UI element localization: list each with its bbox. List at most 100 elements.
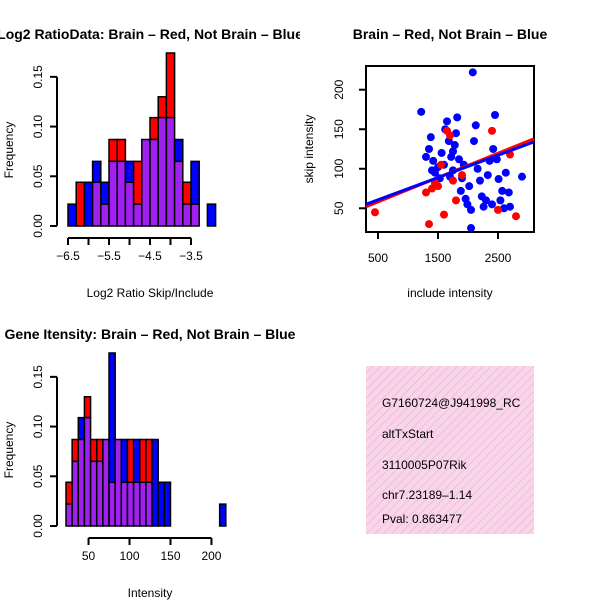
- scatter-point-not-brain: [468, 68, 477, 77]
- intensity-histogram-bar-not-brain: [218, 503, 227, 527]
- scatter-x-tick-label: 2500: [485, 251, 512, 265]
- scatter-point-not-brain: [476, 176, 484, 185]
- intensity-histogram-bar-not-brain: [157, 481, 166, 527]
- scatter-point-brain: [449, 176, 457, 185]
- scatter-point-not-brain: [471, 121, 480, 130]
- scatter-y-tick-label: 150: [332, 119, 346, 139]
- scatter-point-not-brain: [470, 137, 478, 146]
- scatter-plot-xlabel: include intensity: [407, 286, 492, 300]
- intensity-histogram-bars: [65, 352, 227, 527]
- ratio-histogram-title: Log2 RatioData: Brain – Red, Not Brain –…: [0, 26, 303, 42]
- intensity-histogram-bar-brain: [65, 481, 73, 505]
- scatter-point-brain: [458, 171, 466, 180]
- intensity-histogram-title: Gene Itensity: Brain – Red, Not Brain – …: [5, 326, 296, 342]
- ratio-histogram-bar-overlap: [91, 181, 102, 227]
- ratio-histogram-bar-brain: [116, 138, 127, 163]
- ratio-histogram-bar-not-brain: [67, 203, 77, 227]
- intensity-histogram-x-tick-label: 150: [160, 549, 180, 563]
- intensity-histogram-bar-brain: [83, 395, 92, 419]
- scatter-point-not-brain: [494, 175, 503, 184]
- scatter-point-brain: [494, 205, 502, 214]
- scatter-point-not-brain: [452, 129, 460, 138]
- intensity-histogram-y-tick-label: 0.05: [31, 464, 45, 488]
- scatter-point-brain: [422, 188, 430, 197]
- intensity-histogram-bar-overlap: [145, 481, 153, 527]
- scatter-point-not-brain: [467, 224, 475, 233]
- scatter-point-not-brain: [449, 147, 457, 156]
- ratio-histogram-y-tick-label: 0.05: [31, 164, 45, 188]
- scatter-point-not-brain: [479, 202, 488, 211]
- scatter-point-not-brain: [422, 152, 430, 161]
- ratio-histogram: Log2 RatioData: Brain – Red, Not Brain –…: [0, 26, 303, 300]
- ratio-histogram-x-tick-label: −5.5: [97, 249, 121, 263]
- intensity-histogram-y-tick-label: 0.00: [31, 514, 45, 538]
- ratio-histogram-bar-not-brain: [206, 203, 217, 227]
- scatter-point-not-brain: [501, 168, 510, 177]
- ratio-histogram-bars: [67, 52, 217, 227]
- intensity-histogram-bar-not-brain: [77, 416, 86, 441]
- intensity-histogram-bar-brain: [126, 438, 135, 484]
- scatter-point-brain: [512, 212, 520, 221]
- intensity-histogram-bar-not-brain: [132, 438, 141, 484]
- intensity-histogram-xlabel: Intensity: [128, 586, 173, 600]
- scatter-plot: Brain – Red, Not Brain – Blue 500 1500 250…: [302, 26, 547, 300]
- scatter-point-not-brain: [504, 188, 513, 197]
- scatter-point-not-brain: [450, 141, 459, 150]
- ratio-histogram-bar-brain: [108, 138, 118, 163]
- scatter-y-tick-label: 200: [332, 79, 346, 99]
- intensity-histogram-x-tick-label: 50: [82, 549, 96, 563]
- scatter-plot-axes: 500 1500 2500 50 100 150 200: [332, 79, 512, 265]
- ratio-histogram-bar-overlap: [190, 203, 200, 227]
- ratio-histogram-bar-overlap: [173, 160, 184, 227]
- scatter-plot-title: Brain – Red, Not Brain – Blue: [353, 26, 548, 42]
- intensity-histogram-bar-not-brain: [120, 438, 129, 484]
- scatter-point-brain: [434, 182, 442, 191]
- scatter-point-not-brain: [506, 202, 514, 211]
- intensity-histogram-bar-overlap: [95, 460, 104, 527]
- ratio-histogram-bar-not-brain: [190, 160, 200, 205]
- intensity-histogram-bar-overlap: [89, 460, 98, 527]
- ratio-histogram-ylabel: Frequency: [2, 122, 16, 179]
- intensity-histogram-bar-not-brain: [163, 481, 172, 527]
- scatter-point-not-brain: [443, 117, 451, 126]
- intensity-histogram: Gene Itensity: Brain – Red, Not Brain – …: [2, 326, 296, 600]
- scatter-x-tick-label: 500: [368, 251, 388, 265]
- intensity-histogram-bar-brain: [145, 438, 153, 484]
- ratio-histogram-bar-not-brain: [91, 160, 102, 184]
- ratio-histogram-bar-overlap: [116, 160, 127, 227]
- intensity-histogram-ylabel: Frequency: [2, 422, 16, 479]
- ratio-histogram-axes: −6.5 −5.5 −4.5 −3.5 0.00 0.05 0.10 0.15: [31, 65, 203, 263]
- ratio-histogram-bar-not-brain: [100, 181, 110, 205]
- intensity-histogram-bar-not-brain: [151, 438, 159, 527]
- scatter-point-not-brain: [425, 145, 433, 153]
- scatter-point-brain: [425, 220, 433, 229]
- scatter-point-brain: [371, 208, 379, 217]
- info-event-id: G7160724@J941998_RC: [382, 396, 521, 410]
- scatter-point-not-brain: [488, 200, 496, 209]
- ratio-histogram-x-tick-label: −4.5: [138, 249, 162, 263]
- ratio-histogram-bar-overlap: [100, 203, 110, 227]
- ratio-histogram-y-tick-label: 0.00: [31, 214, 45, 238]
- scatter-point-not-brain: [491, 111, 499, 120]
- info-event-type: altTxStart: [382, 427, 434, 441]
- scatter-point-not-brain: [482, 196, 490, 205]
- intensity-histogram-bar-overlap: [108, 481, 116, 527]
- scatter-point-brain: [446, 131, 454, 140]
- intensity-histogram-bar-overlap: [132, 481, 141, 527]
- info-gene-name: 3110005P07Rik: [382, 458, 468, 472]
- ratio-histogram-bar-brain: [149, 116, 159, 141]
- scatter-plot-frame: [365, 65, 535, 233]
- ratio-histogram-bar-brain: [165, 52, 176, 119]
- intensity-histogram-y-tick-label: 0.10: [31, 415, 45, 439]
- scatter-point-not-brain: [417, 107, 426, 116]
- intensity-histogram-bar-brain: [71, 438, 80, 463]
- scatter-point-not-brain: [496, 196, 505, 205]
- ratio-histogram-bar-overlap: [149, 138, 159, 227]
- info-location: chr7.23189–1.14: [382, 488, 472, 502]
- intensity-histogram-bar-overlap: [102, 438, 110, 527]
- scatter-point-not-brain: [467, 205, 475, 214]
- intensity-histogram-bar-overlap: [139, 481, 147, 527]
- scatter-point-not-brain: [473, 164, 482, 173]
- ratio-histogram-bar-brain: [75, 181, 86, 227]
